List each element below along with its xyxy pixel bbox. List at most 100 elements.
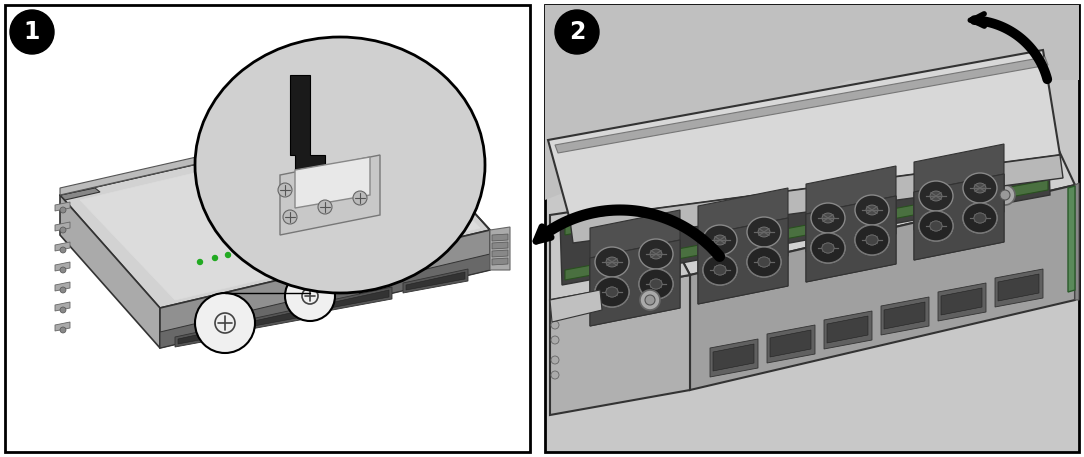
Circle shape (60, 327, 66, 333)
Polygon shape (178, 326, 237, 344)
Polygon shape (160, 230, 490, 348)
Polygon shape (160, 254, 490, 348)
Polygon shape (590, 240, 680, 326)
Circle shape (318, 200, 332, 214)
Polygon shape (824, 311, 872, 349)
Polygon shape (565, 180, 1048, 280)
Ellipse shape (866, 205, 878, 215)
Polygon shape (767, 325, 815, 363)
Ellipse shape (650, 279, 662, 289)
Polygon shape (938, 283, 986, 321)
Polygon shape (713, 344, 754, 371)
Circle shape (225, 253, 231, 257)
Ellipse shape (975, 183, 986, 193)
Ellipse shape (638, 239, 673, 269)
Circle shape (1001, 190, 1010, 200)
Polygon shape (55, 262, 70, 271)
Ellipse shape (747, 247, 780, 277)
Polygon shape (555, 57, 1048, 153)
Polygon shape (590, 240, 680, 326)
Ellipse shape (638, 269, 673, 299)
Ellipse shape (747, 217, 780, 247)
Ellipse shape (919, 181, 953, 211)
Circle shape (60, 307, 66, 313)
Circle shape (10, 10, 54, 54)
Polygon shape (827, 316, 868, 343)
Polygon shape (550, 275, 691, 415)
Ellipse shape (930, 221, 942, 231)
Ellipse shape (822, 243, 834, 253)
Polygon shape (175, 323, 240, 347)
Ellipse shape (714, 265, 726, 275)
Ellipse shape (606, 287, 618, 297)
Polygon shape (60, 120, 490, 308)
Polygon shape (698, 188, 788, 274)
Polygon shape (327, 287, 392, 311)
Polygon shape (1075, 183, 1079, 300)
Polygon shape (806, 196, 896, 282)
Circle shape (60, 227, 66, 233)
Ellipse shape (919, 211, 953, 241)
Polygon shape (406, 272, 465, 290)
Text: 1: 1 (24, 20, 40, 44)
Ellipse shape (811, 233, 846, 263)
Circle shape (640, 290, 660, 310)
Polygon shape (330, 290, 389, 308)
Circle shape (60, 207, 66, 213)
Circle shape (555, 10, 599, 54)
Polygon shape (710, 339, 758, 377)
Polygon shape (545, 5, 1079, 200)
Ellipse shape (963, 173, 997, 203)
Circle shape (551, 321, 559, 329)
Circle shape (278, 183, 292, 197)
Polygon shape (881, 297, 929, 335)
Polygon shape (60, 113, 390, 195)
Ellipse shape (195, 37, 485, 293)
Ellipse shape (704, 255, 737, 285)
Polygon shape (280, 155, 380, 235)
Circle shape (551, 356, 559, 364)
Polygon shape (995, 269, 1043, 307)
Ellipse shape (650, 279, 662, 289)
Ellipse shape (855, 225, 889, 255)
Ellipse shape (606, 287, 618, 297)
Polygon shape (55, 322, 70, 331)
Circle shape (197, 260, 203, 265)
Circle shape (645, 295, 655, 305)
Circle shape (212, 255, 218, 260)
Circle shape (285, 271, 335, 321)
Ellipse shape (714, 265, 726, 275)
Ellipse shape (822, 243, 834, 253)
Ellipse shape (919, 211, 953, 241)
Ellipse shape (811, 233, 846, 263)
Polygon shape (570, 155, 1063, 243)
Polygon shape (550, 200, 691, 300)
Ellipse shape (595, 247, 629, 277)
Polygon shape (55, 282, 70, 291)
Polygon shape (650, 110, 1075, 275)
Polygon shape (55, 242, 70, 251)
Circle shape (551, 336, 559, 344)
Ellipse shape (930, 191, 942, 201)
Polygon shape (251, 305, 317, 329)
Polygon shape (698, 218, 788, 304)
Ellipse shape (866, 235, 878, 245)
Circle shape (551, 371, 559, 379)
Polygon shape (5, 5, 530, 452)
Ellipse shape (704, 255, 737, 285)
Ellipse shape (747, 247, 780, 277)
Polygon shape (60, 188, 100, 200)
Polygon shape (490, 227, 509, 270)
Ellipse shape (822, 213, 834, 223)
Polygon shape (941, 288, 982, 315)
Polygon shape (914, 144, 1004, 230)
Ellipse shape (758, 257, 770, 267)
Ellipse shape (704, 225, 737, 255)
Ellipse shape (758, 227, 770, 237)
Polygon shape (545, 5, 1079, 452)
Polygon shape (291, 75, 325, 170)
Ellipse shape (975, 213, 986, 223)
Polygon shape (590, 210, 680, 296)
Ellipse shape (855, 195, 889, 225)
Polygon shape (55, 302, 70, 311)
